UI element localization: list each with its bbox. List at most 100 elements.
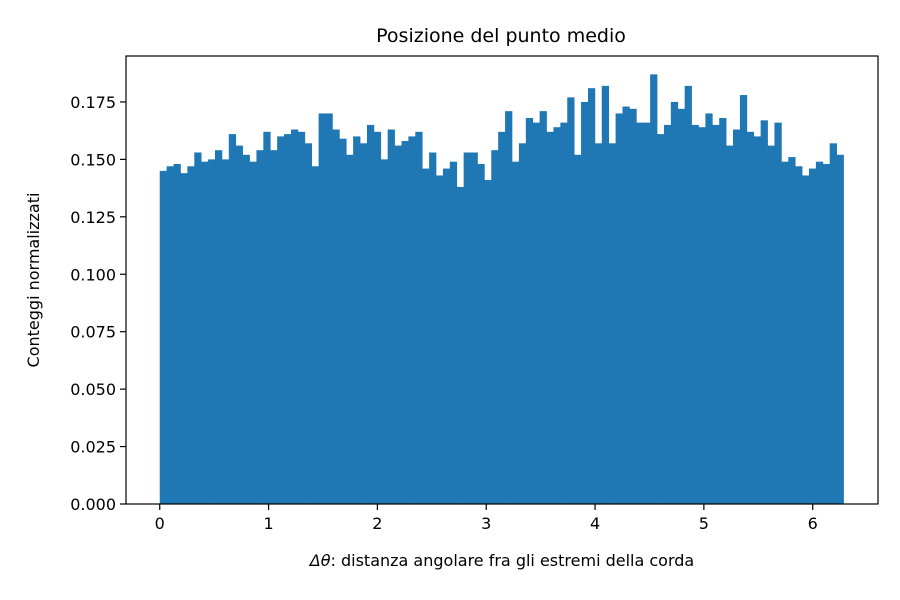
histogram-bar bbox=[366, 124, 375, 504]
histogram-bar bbox=[802, 175, 810, 504]
histogram-bar bbox=[553, 127, 561, 504]
histogram-bar bbox=[511, 161, 520, 504]
histogram-bar bbox=[615, 113, 623, 504]
y-tick-label: 0.125 bbox=[70, 208, 116, 227]
histogram-bar bbox=[546, 131, 554, 505]
y-tick-label: 0.150 bbox=[70, 150, 116, 169]
y-tick-label: 0.075 bbox=[70, 323, 116, 342]
histogram-bar bbox=[401, 141, 409, 504]
histogram-bar bbox=[429, 152, 437, 504]
histogram-bar bbox=[574, 154, 582, 505]
x-tick-label: 0 bbox=[155, 514, 165, 533]
histogram-bar bbox=[173, 163, 181, 504]
histogram-bar bbox=[691, 124, 699, 504]
histogram-bar bbox=[705, 113, 713, 504]
histogram-bar bbox=[539, 111, 547, 504]
histogram-bar bbox=[587, 88, 596, 505]
histogram-bar bbox=[187, 166, 195, 504]
histogram-bar bbox=[525, 118, 534, 505]
histogram-bar bbox=[456, 186, 464, 504]
y-axis-ticks: 0.000 0.025 0.050 0.075 0.100 0.125 0.150 0.175 bbox=[70, 93, 126, 514]
y-tick-label: 0.025 bbox=[70, 438, 116, 457]
histogram-bar bbox=[663, 124, 672, 504]
histogram-bar bbox=[518, 143, 527, 505]
histogram-bar bbox=[422, 168, 430, 505]
histogram-bar bbox=[781, 161, 789, 504]
histogram-bar bbox=[270, 150, 278, 504]
histogram-bar bbox=[346, 154, 354, 505]
histogram-bar bbox=[698, 127, 706, 504]
histogram-bar bbox=[332, 129, 340, 504]
histogram-bar bbox=[746, 131, 755, 505]
histogram-bar bbox=[657, 134, 665, 504]
histogram-bar bbox=[608, 143, 616, 505]
y-axis-label: Conteggi normalizzati bbox=[24, 193, 43, 368]
histogram-bar bbox=[594, 143, 603, 505]
x-tick-label: 5 bbox=[699, 514, 709, 533]
histogram-bar bbox=[436, 175, 444, 504]
histogram-bar bbox=[601, 85, 610, 504]
histogram-bar bbox=[235, 145, 243, 504]
histogram-bar bbox=[629, 108, 637, 504]
histogram-bar bbox=[650, 74, 658, 504]
histogram-bar bbox=[304, 143, 313, 505]
histogram-bar bbox=[290, 129, 299, 504]
histogram-bar bbox=[277, 136, 285, 504]
histogram-bar bbox=[194, 152, 202, 504]
histogram-bar bbox=[726, 145, 734, 504]
histogram-bar bbox=[622, 106, 630, 505]
histogram-bar bbox=[643, 122, 651, 504]
histogram-bar bbox=[387, 129, 395, 504]
histogram-bar bbox=[442, 168, 451, 505]
x-tick-label: 2 bbox=[372, 514, 382, 533]
x-axis-label-text: : distanza angolare fra gli estremi dell… bbox=[331, 551, 695, 570]
histogram-bar bbox=[498, 131, 506, 505]
histogram-bar bbox=[829, 143, 837, 505]
histogram-bar bbox=[256, 150, 264, 504]
histogram-bar bbox=[166, 166, 174, 504]
histogram-bar bbox=[249, 161, 257, 504]
histogram-bar bbox=[795, 166, 803, 504]
histogram-bar bbox=[670, 101, 679, 504]
histogram-bar bbox=[353, 136, 361, 504]
histogram-bar bbox=[311, 166, 319, 504]
histogram-bar bbox=[477, 163, 485, 504]
histogram-bar bbox=[788, 157, 796, 505]
histogram-bar bbox=[733, 129, 741, 504]
histogram-bar bbox=[767, 145, 775, 504]
histogram-bar bbox=[208, 159, 216, 504]
histogram-bar bbox=[339, 138, 347, 504]
histogram-bar bbox=[684, 85, 692, 504]
histogram-bar bbox=[415, 131, 423, 505]
histogram-bar bbox=[560, 122, 568, 504]
histogram-bar bbox=[636, 122, 644, 504]
histogram-bar bbox=[774, 122, 782, 504]
x-axis-label: Δθ: distanza angolare fra gli estremi de… bbox=[308, 551, 694, 570]
histogram-bar bbox=[242, 154, 250, 505]
histogram-bar bbox=[159, 170, 167, 504]
histogram-bar bbox=[221, 159, 230, 504]
y-tick-label: 0.100 bbox=[70, 265, 116, 284]
histogram-bar bbox=[284, 134, 292, 504]
histogram-bar bbox=[822, 163, 831, 504]
histogram-bar bbox=[180, 173, 188, 504]
histogram-bar bbox=[753, 136, 761, 504]
plot-frame bbox=[125, 55, 879, 505]
histogram-bar bbox=[318, 113, 326, 504]
histogram-bar bbox=[581, 101, 589, 504]
histogram-bar bbox=[214, 150, 223, 504]
histogram-bar bbox=[532, 122, 540, 504]
y-tick-label: 0.000 bbox=[70, 495, 116, 514]
histogram-bar bbox=[408, 136, 416, 504]
histogram-bar bbox=[677, 108, 686, 504]
histogram-bar bbox=[263, 131, 271, 505]
histogram-bar bbox=[815, 161, 824, 504]
histogram-bar bbox=[739, 95, 748, 505]
histogram-bar bbox=[463, 152, 471, 504]
histogram-bar bbox=[760, 120, 768, 505]
histogram-bar bbox=[449, 161, 458, 504]
histogram-bar bbox=[484, 180, 492, 505]
histogram-bar bbox=[228, 134, 237, 504]
histogram-bar bbox=[297, 131, 306, 505]
